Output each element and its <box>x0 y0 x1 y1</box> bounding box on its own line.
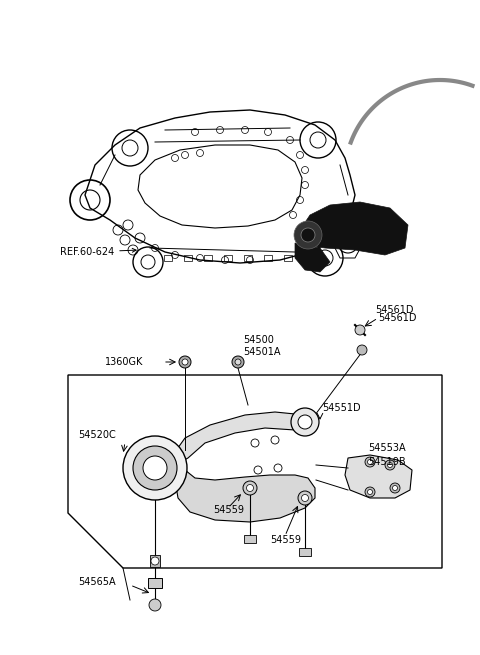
Circle shape <box>365 487 375 497</box>
Circle shape <box>243 481 257 495</box>
FancyBboxPatch shape <box>299 548 311 556</box>
Circle shape <box>393 485 397 491</box>
Circle shape <box>182 359 188 365</box>
Polygon shape <box>68 375 442 568</box>
Circle shape <box>291 408 319 436</box>
Polygon shape <box>345 455 412 498</box>
Text: 54559: 54559 <box>270 535 301 545</box>
Text: 54559: 54559 <box>213 505 244 515</box>
Circle shape <box>368 460 372 464</box>
Circle shape <box>355 325 365 335</box>
Circle shape <box>368 489 372 495</box>
FancyBboxPatch shape <box>150 555 160 567</box>
Circle shape <box>123 436 187 500</box>
Text: 54520C: 54520C <box>78 430 116 440</box>
Text: 1360GK: 1360GK <box>105 357 144 367</box>
Circle shape <box>385 460 395 470</box>
Circle shape <box>179 356 191 368</box>
Circle shape <box>143 456 167 480</box>
Circle shape <box>298 415 312 429</box>
Circle shape <box>235 359 241 365</box>
Polygon shape <box>175 412 315 465</box>
Polygon shape <box>298 202 408 255</box>
Text: 54551D: 54551D <box>322 403 360 413</box>
Polygon shape <box>175 465 315 522</box>
Circle shape <box>232 356 244 368</box>
Circle shape <box>133 446 177 490</box>
Text: 54553A: 54553A <box>368 443 406 453</box>
Circle shape <box>357 345 367 355</box>
Text: 54561D: 54561D <box>375 305 413 315</box>
Circle shape <box>301 228 315 242</box>
Polygon shape <box>295 243 330 272</box>
Circle shape <box>298 491 312 505</box>
Circle shape <box>247 485 253 491</box>
Text: 54561D: 54561D <box>378 313 417 323</box>
Circle shape <box>387 462 393 468</box>
Text: 54500: 54500 <box>243 335 274 345</box>
Text: 54519B: 54519B <box>368 457 406 467</box>
FancyBboxPatch shape <box>148 578 162 588</box>
Circle shape <box>301 495 309 502</box>
Text: 54501A: 54501A <box>243 347 280 357</box>
Circle shape <box>151 557 159 565</box>
Text: REF.60-624: REF.60-624 <box>60 247 136 257</box>
Circle shape <box>365 457 375 467</box>
Circle shape <box>294 221 322 249</box>
Circle shape <box>390 483 400 493</box>
Circle shape <box>149 599 161 611</box>
Text: 54565A: 54565A <box>78 577 116 587</box>
FancyBboxPatch shape <box>244 535 256 543</box>
